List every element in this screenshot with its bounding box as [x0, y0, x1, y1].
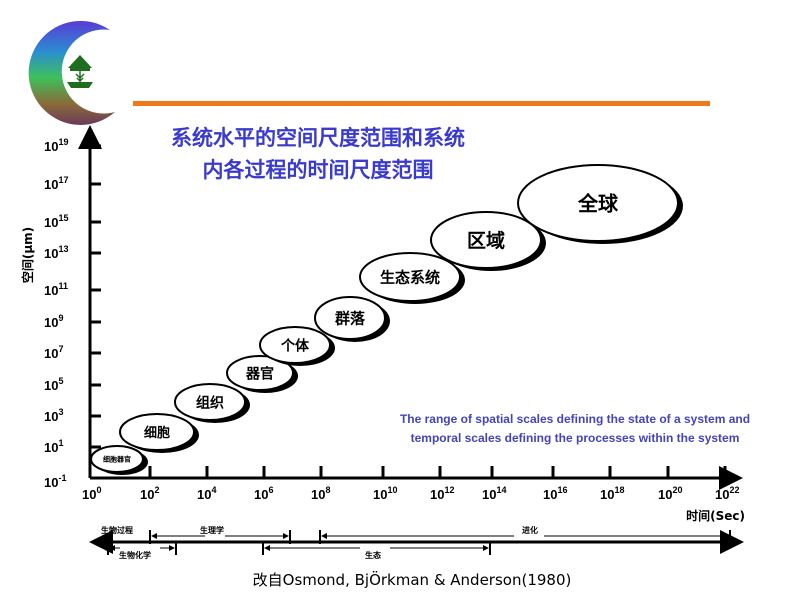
level-label: 个体	[280, 337, 310, 354]
x-tick-label: 1022	[715, 485, 739, 502]
level-ellipse: 群落	[314, 296, 390, 342]
x-tick-label: 1018	[600, 485, 624, 502]
y-tick-label: 107	[44, 344, 63, 361]
title-line-1: 系统水平的空间尺度范围和系统	[171, 126, 465, 150]
y-tick-label: 1015	[44, 213, 68, 230]
level-ellipse: 器官	[226, 355, 298, 393]
y-tick-label: 10-1	[44, 473, 66, 490]
level-ellipse: 个体	[259, 326, 335, 366]
x-tick-label: 100	[82, 485, 101, 502]
x-tick-label: 106	[254, 485, 273, 502]
level-label: 全球	[577, 192, 619, 216]
caption-line-1: The range of spatial scales defining the…	[400, 412, 750, 426]
y-tick-label: 1011	[44, 281, 68, 298]
x-tick-label: 1020	[658, 485, 682, 502]
x-tick-label: 1012	[430, 485, 454, 502]
level-label: 生态系统	[380, 269, 440, 287]
header-rule	[133, 101, 710, 106]
source-credit: 改自Osmond, BjÖrkman & Anderson(1980)	[253, 570, 572, 589]
level-label: 细胞器官	[103, 455, 131, 464]
level-label: 区域	[467, 229, 505, 252]
title-line-2: 内各过程的时间尺度范围	[203, 158, 434, 182]
level-ellipse: 全球	[517, 164, 683, 244]
y-tick-label: 1019	[44, 137, 68, 154]
y-tick-label: 1017	[44, 175, 68, 192]
caption-line-2: temporal scales defining the processes w…	[411, 431, 740, 445]
x-tick-label: 1010	[373, 485, 397, 502]
level-ellipse: 区域	[430, 211, 546, 271]
level-label: 群落	[335, 310, 366, 328]
process-timeline	[89, 530, 744, 555]
level-label: 组织	[196, 394, 224, 411]
y-tick-label: 1013	[44, 244, 68, 261]
y-tick-label: 109	[44, 313, 63, 330]
x-tick-label: 102	[140, 485, 159, 502]
y-tick-label: 103	[44, 407, 63, 424]
level-label: 器官	[245, 365, 274, 382]
level-ellipse: 生态系统	[359, 252, 465, 304]
process-label-ecology: 生态	[365, 550, 381, 560]
x-tick-label: 104	[197, 485, 216, 502]
process-label-biochemistry: 生物化学	[119, 550, 151, 560]
process-label-biological: 生物过程	[101, 525, 133, 535]
level-ellipse: 细胞器官	[90, 445, 148, 475]
y-tick-label: 105	[44, 376, 63, 393]
level-ellipse: 细胞	[119, 413, 199, 453]
x-tick-label: 1016	[543, 485, 567, 502]
y-axis-label: 空间(μm)	[20, 227, 35, 283]
y-tick-label: 101	[44, 438, 63, 455]
level-ellipse: 组织	[174, 383, 250, 423]
process-label-physiology: 生理学	[200, 525, 224, 535]
x-tick-label: 108	[311, 485, 330, 502]
process-label-evolution: 进化	[522, 525, 538, 535]
level-label: 细胞	[144, 425, 170, 441]
crescent-leaf-logo	[28, 20, 116, 125]
x-axis-label: 时间(Sec)	[686, 508, 745, 523]
x-tick-label: 1014	[482, 485, 506, 502]
